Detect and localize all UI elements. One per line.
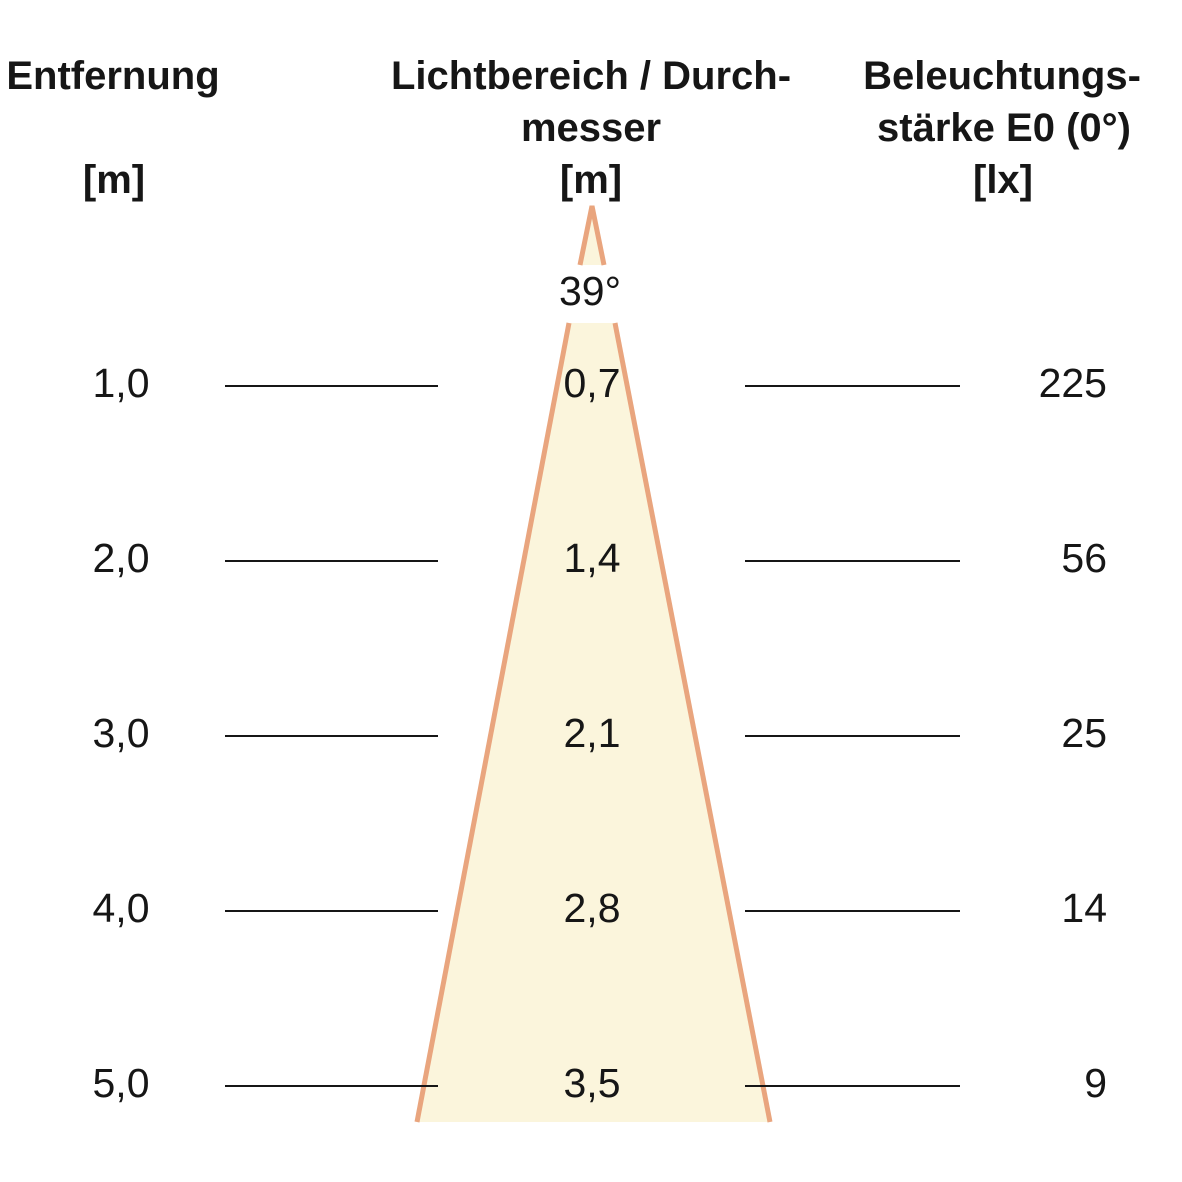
row-distance-value: 4,0 xyxy=(92,885,150,931)
row-diameter-value: 3,5 xyxy=(563,1060,621,1106)
row-diameter-value: 2,8 xyxy=(563,885,621,931)
header-diameter-title-line1: Lichtbereich / Durch- xyxy=(390,54,792,98)
row-diameter-value: 1,4 xyxy=(563,535,621,581)
header-distance-unit: [m] xyxy=(82,158,146,202)
beam-cone-fill xyxy=(417,323,770,1122)
row-diameter-value: 2,1 xyxy=(563,710,621,756)
beam-cone-left-edge xyxy=(414,322,572,1123)
row-illuminance-value: 225 xyxy=(1038,360,1107,406)
row-line-left xyxy=(225,735,438,737)
header-diameter-title-line2: messer xyxy=(520,106,662,150)
row-line-right xyxy=(745,910,960,912)
row-illuminance-value: 25 xyxy=(1061,710,1107,756)
row-line-right xyxy=(745,1085,960,1087)
row-line-left xyxy=(225,910,438,912)
row-illuminance-value: 14 xyxy=(1061,885,1107,931)
row-illuminance-value: 9 xyxy=(1084,1060,1107,1106)
beam-angle-label: 39° xyxy=(558,268,622,314)
row-line-left xyxy=(225,385,438,387)
row-distance-value: 1,0 xyxy=(92,360,150,406)
header-distance-title: Entfernung xyxy=(6,54,220,98)
header-illuminance-unit: [lx] xyxy=(973,158,1033,202)
beam-cone-apex-icon xyxy=(577,205,607,266)
header-diameter-unit: [m] xyxy=(559,158,623,202)
row-line-right xyxy=(745,735,960,737)
row-line-right xyxy=(745,385,960,387)
row-diameter-value: 0,7 xyxy=(563,360,621,406)
header-illuminance-title-line2: stärke E0 (0°) xyxy=(877,106,1131,150)
row-distance-value: 2,0 xyxy=(92,535,150,581)
row-line-left xyxy=(225,1085,438,1087)
beam-cone-right-edge xyxy=(612,322,773,1123)
row-distance-value: 5,0 xyxy=(92,1060,150,1106)
row-distance-value: 3,0 xyxy=(92,710,150,756)
row-illuminance-value: 56 xyxy=(1061,535,1107,581)
row-line-right xyxy=(745,560,960,562)
header-illuminance-title-line1: Beleuchtungs- xyxy=(863,54,1141,98)
row-line-left xyxy=(225,560,438,562)
